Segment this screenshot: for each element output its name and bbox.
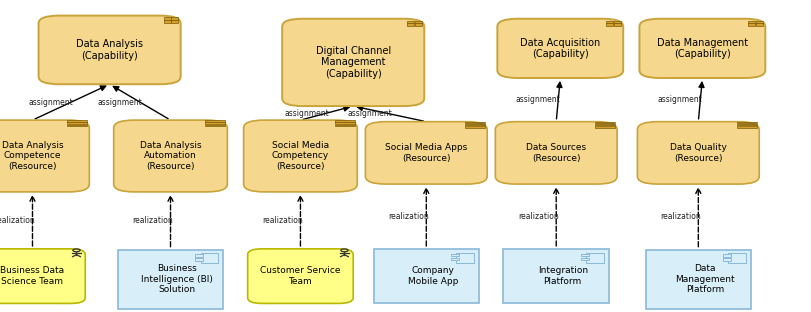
Text: realization: realization [0, 216, 35, 225]
Bar [67, 123, 87, 124]
Text: Data Analysis
Competence
(Resource): Data Analysis Competence (Resource) [2, 141, 63, 171]
Text: Data Management
(Capability): Data Management (Capability) [656, 37, 747, 59]
Text: Data Sources
(Resource): Data Sources (Resource) [526, 143, 586, 163]
Text: Data Acquisition
(Capability): Data Acquisition (Capability) [520, 37, 599, 59]
Text: Data Quality
(Resource): Data Quality (Resource) [669, 143, 726, 163]
Bar [465, 122, 484, 123]
Text: Business
Intelligence (BI)
Solution: Business Intelligence (BI) Solution [141, 264, 212, 294]
Bar [755, 23, 762, 26]
Bar [164, 20, 170, 23]
FancyBboxPatch shape [637, 122, 758, 184]
Bar [200, 253, 218, 263]
Text: Digital Channel
Management
(Capability): Digital Channel Management (Capability) [315, 46, 390, 79]
Bar [67, 125, 87, 126]
Text: Social Media
Competency
(Resource): Social Media Competency (Resource) [272, 141, 328, 171]
Bar [205, 120, 225, 122]
Bar [605, 23, 612, 26]
Bar [722, 254, 730, 257]
Bar [613, 21, 620, 23]
Bar [465, 126, 484, 128]
FancyBboxPatch shape [118, 250, 223, 309]
FancyBboxPatch shape [243, 120, 357, 192]
FancyBboxPatch shape [645, 250, 750, 309]
FancyBboxPatch shape [639, 19, 765, 78]
FancyBboxPatch shape [39, 16, 181, 84]
Bar [450, 258, 458, 260]
FancyBboxPatch shape [114, 120, 227, 192]
Text: Company
Mobile App: Company Mobile App [407, 266, 457, 286]
Text: realization: realization [132, 216, 173, 225]
FancyBboxPatch shape [0, 120, 89, 192]
Text: assignment: assignment [657, 95, 702, 104]
Text: assignment: assignment [515, 95, 560, 104]
Text: Business Data
Science Team: Business Data Science Team [1, 266, 64, 286]
FancyBboxPatch shape [495, 122, 616, 184]
Bar [594, 122, 614, 123]
Bar [335, 125, 354, 126]
Bar [727, 253, 745, 263]
FancyBboxPatch shape [496, 19, 623, 78]
Text: assignment: assignment [28, 98, 73, 107]
Bar [736, 124, 756, 125]
Bar [171, 17, 178, 20]
Text: assignment: assignment [346, 110, 392, 118]
Bar [205, 123, 225, 124]
Bar [748, 23, 754, 26]
Bar [195, 258, 203, 261]
Bar [414, 23, 422, 26]
FancyBboxPatch shape [247, 249, 353, 303]
Bar [586, 253, 603, 263]
FancyBboxPatch shape [365, 122, 487, 184]
Text: realization: realization [388, 212, 428, 221]
Bar [171, 20, 178, 23]
Bar [755, 21, 762, 23]
Text: assignment: assignment [97, 98, 142, 107]
Bar [414, 21, 422, 23]
Bar [605, 21, 612, 23]
Bar [164, 17, 170, 20]
Bar [748, 21, 754, 23]
Bar [580, 254, 588, 256]
Text: Data Analysis
Automation
(Resource): Data Analysis Automation (Resource) [139, 141, 201, 171]
Bar [594, 124, 614, 125]
Bar [736, 126, 756, 128]
Text: Customer Service
Team: Customer Service Team [260, 266, 341, 286]
Bar [335, 123, 354, 124]
Text: Integration
Platform: Integration Platform [537, 266, 587, 286]
Text: Social Media Apps
(Resource): Social Media Apps (Resource) [384, 143, 467, 163]
Text: realization: realization [659, 212, 700, 221]
FancyBboxPatch shape [503, 249, 608, 303]
Text: Data Analysis
(Capability): Data Analysis (Capability) [76, 39, 143, 61]
Bar [67, 120, 87, 122]
Bar [195, 254, 203, 257]
Bar [456, 253, 474, 263]
Bar [594, 126, 614, 128]
Text: assignment: assignment [284, 109, 328, 118]
Bar [205, 125, 225, 126]
Bar [465, 124, 484, 125]
Bar [450, 254, 458, 256]
Bar [580, 258, 588, 260]
Text: realization: realization [262, 216, 303, 225]
Text: realization: realization [517, 212, 558, 221]
FancyBboxPatch shape [282, 19, 423, 106]
Bar [406, 23, 414, 26]
Bar [406, 21, 414, 23]
Bar [335, 120, 354, 122]
Bar [736, 122, 756, 123]
Bar [722, 258, 730, 261]
FancyBboxPatch shape [373, 249, 478, 303]
FancyBboxPatch shape [0, 249, 85, 303]
Bar [613, 23, 620, 26]
Text: Data
Management
Platform: Data Management Platform [674, 264, 734, 294]
